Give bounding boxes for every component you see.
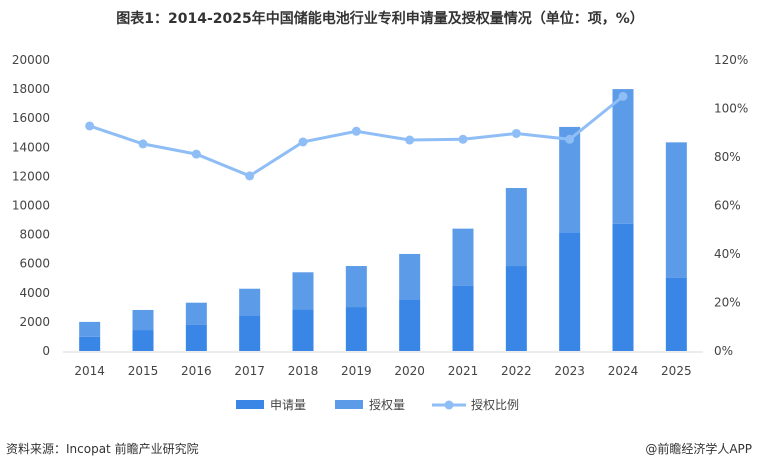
y-tick-label: 2000 — [19, 315, 50, 329]
legend-application-label: 申请量 — [270, 398, 306, 412]
bar-application — [185, 324, 207, 351]
ratio-point — [351, 126, 361, 136]
y2-tick-label: 120% — [714, 53, 748, 67]
ratio-point — [191, 149, 201, 159]
bar-application — [559, 232, 581, 351]
y-tick-label: 14000 — [12, 140, 50, 154]
bar-application — [399, 299, 421, 351]
ratio-point — [511, 128, 521, 138]
legend-grant-swatch — [335, 400, 363, 409]
legend-application-swatch — [236, 400, 264, 409]
x-tick-label: 2017 — [234, 364, 265, 378]
ratio-point — [85, 121, 95, 131]
bar-application — [345, 307, 367, 351]
y2-tick-label: 40% — [714, 247, 741, 261]
bar-grant — [185, 302, 207, 325]
bar-application — [505, 266, 527, 351]
y-tick-label: 0 — [42, 344, 50, 358]
y2-tick-label: 80% — [714, 150, 741, 164]
y2-tick-label: 60% — [714, 199, 741, 213]
bar-application — [665, 277, 687, 351]
bar-grant — [505, 188, 527, 267]
x-tick-label: 2015 — [128, 364, 159, 378]
y-tick-label: 6000 — [19, 257, 50, 271]
bar-grant — [665, 142, 687, 278]
source-note: 资料来源：Incopat 前瞻产业研究院 — [6, 442, 199, 456]
bar-grant — [239, 288, 261, 316]
bar-application — [292, 309, 314, 351]
x-tick-label: 2022 — [501, 364, 532, 378]
bar-application — [239, 315, 261, 351]
y2-tick-label: 0% — [714, 344, 733, 358]
ratio-point — [565, 134, 575, 144]
y-tick-label: 12000 — [12, 169, 50, 183]
y-tick-label: 10000 — [12, 199, 50, 213]
ratio-point — [458, 134, 468, 144]
ratio-line — [89, 95, 624, 178]
x-tick-label: 2014 — [74, 364, 105, 378]
x-tick-label: 2020 — [394, 364, 425, 378]
x-tick-label: 2018 — [288, 364, 319, 378]
bar-grant — [79, 321, 101, 337]
chart-title: 图表1：2014-2025年中国储能电池行业专利申请量及授权量情况（单位：项，%… — [116, 11, 644, 27]
y-tick-label: 16000 — [12, 111, 50, 125]
bar-application — [452, 285, 474, 351]
bar-grant — [345, 266, 367, 308]
y-tick-label: 18000 — [12, 82, 50, 96]
legend-ratio-marker — [444, 400, 454, 410]
ratio-point — [298, 137, 308, 147]
bar-application — [79, 336, 101, 351]
y2-tick-label: 20% — [714, 296, 741, 310]
y-tick-label: 4000 — [19, 286, 50, 300]
y-tick-label: 20000 — [12, 53, 50, 67]
bar-grant — [399, 253, 421, 300]
x-tick-label: 2016 — [181, 364, 212, 378]
bar-application — [612, 223, 634, 351]
chart: 0 2000 4000 6000 8000 10000 12000 14000 16000 180… — [12, 53, 749, 412]
brand-label: @前瞻经济学人APP — [645, 442, 752, 456]
bar-grant — [132, 309, 154, 331]
x-tick-label: 2025 — [661, 364, 692, 378]
ratio-point — [138, 139, 148, 149]
bar-grant — [452, 228, 474, 286]
y2-tick-label: 100% — [714, 102, 748, 116]
x-tick-label: 2021 — [448, 364, 479, 378]
y-tick-label: 8000 — [19, 228, 50, 242]
x-tick-label: 2024 — [608, 364, 639, 378]
ratio-point — [405, 135, 415, 145]
x-tick-label: 2023 — [554, 364, 585, 378]
ratio-point — [618, 91, 628, 101]
x-tick-label: 2019 — [341, 364, 372, 378]
bar-grant — [292, 272, 314, 310]
bar-grant — [559, 126, 581, 233]
legend-ratio-label: 授权比例 — [471, 397, 519, 412]
bar-application — [132, 330, 154, 351]
bar-grant — [612, 89, 634, 224]
ratio-point — [245, 171, 255, 181]
legend-grant-label: 授权量 — [369, 397, 405, 412]
